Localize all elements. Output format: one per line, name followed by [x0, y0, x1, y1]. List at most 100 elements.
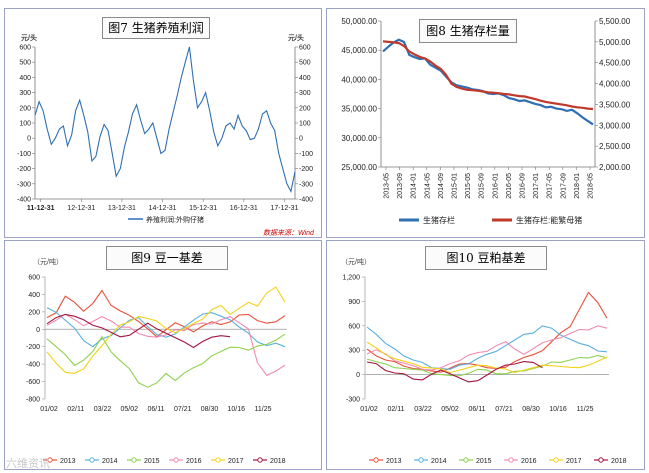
y-tick-label-right: 5,500.00	[599, 17, 631, 26]
y-tick-label-left: 25,000.00	[341, 163, 377, 172]
y-tick-label: -400	[26, 362, 40, 369]
series-line-2018	[46, 313, 231, 349]
y-tick-label: -800	[26, 397, 40, 404]
chart-pig-profit: -400 -400 -300 -300 -200 -200 -100 -100 0 0 100 100…	[17, 45, 313, 225]
legend-label: 2015	[476, 458, 492, 465]
y-tick-label: 900	[348, 299, 360, 306]
x-tick-label: 2015-09	[479, 173, 486, 199]
legend-label: 2014	[431, 458, 447, 465]
legend-label: 2017	[228, 458, 244, 465]
y-tick-label-left: 50,000.00	[341, 17, 377, 26]
x-tick-label: 2016-01	[492, 173, 499, 199]
x-tick-label: 01/02	[40, 406, 58, 413]
legend-marker	[508, 457, 514, 463]
y-tick-label-right: 0	[299, 136, 303, 143]
legend-label: 2016	[521, 458, 537, 465]
x-tick-label: 13-12-31	[108, 205, 136, 212]
y-tick-label: 1,200	[342, 275, 360, 282]
x-tick-label: 2018-05	[588, 173, 595, 199]
legend-marker	[215, 457, 221, 463]
x-tick-label: 17-12-31	[270, 205, 298, 212]
y-tick-label: -300	[346, 397, 360, 404]
y-tick-label-right: 4,500.00	[599, 59, 631, 68]
series-line-2014	[366, 325, 608, 370]
y-tick-label-right: 5,000.00	[599, 38, 631, 47]
y-tick-label-left: -300	[17, 181, 31, 188]
y-tick-label: 300	[348, 348, 360, 355]
legend-marker	[373, 457, 379, 463]
legend-marker	[131, 457, 137, 463]
x-tick-label: 2014-05	[424, 173, 431, 199]
x-tick-label: 03/22	[414, 406, 432, 413]
x-tick-label: 05/02	[441, 406, 459, 413]
x-tick-label: 12-12-31	[67, 205, 95, 212]
x-tick-label: 2017-05	[547, 173, 554, 199]
x-tick-label: 2017-01	[533, 173, 540, 199]
watermark-logo: 六维资讯	[6, 457, 50, 470]
panel-chart-soy1-basis: -800 -600 -400 -200 0 200 400 600 01/02 02/11 03/2…	[4, 240, 322, 470]
y-tick-label-right: 300	[299, 90, 311, 97]
y-tick-label: 600	[28, 275, 40, 282]
y-tick-label: 0	[356, 372, 360, 379]
legend-marker	[598, 457, 604, 463]
y-tick-label-left: 500	[19, 60, 31, 67]
panel-chart-pig-inventory: 25,000.00 30,000.00 35,000.00 40,000.00 45,0…	[326, 8, 645, 238]
y-unit: （元/吨）	[341, 259, 371, 266]
series-line-2017	[46, 286, 286, 374]
x-tick-label: 16-12-31	[230, 205, 258, 212]
y-unit: （元/吨）	[33, 259, 63, 266]
legend-marker	[89, 457, 95, 463]
legend-label: 2017	[566, 458, 582, 465]
y-tick-label-right: 4,000.00	[599, 80, 631, 89]
series-line-profit	[34, 46, 296, 194]
x-tick-label: 10/16	[227, 406, 245, 413]
x-tick-label: 06/11	[469, 406, 486, 413]
y-tick-label-right: 100	[299, 121, 311, 128]
series-line-2015	[366, 354, 608, 377]
x-tick-label: 01/02	[360, 406, 378, 413]
x-tick-label: 02/11	[67, 406, 84, 413]
y-tick-label-right: -100	[299, 151, 313, 158]
series-line-2018	[366, 361, 543, 383]
x-tick-label: 11/25	[577, 406, 594, 413]
legend-label: 生猪存栏:能繁母猪	[516, 215, 582, 225]
legend-label: 2014	[102, 458, 118, 465]
y-tick-label-right: 500	[299, 60, 311, 67]
legend-marker	[47, 457, 53, 463]
legend-marker	[173, 457, 179, 463]
legend-label: 2013	[386, 458, 402, 465]
legend-marker	[553, 457, 559, 463]
legend-marker	[463, 457, 469, 463]
x-tick-label: 11/25	[255, 406, 272, 413]
series-line-2017	[366, 341, 608, 374]
x-tick-label: 02/11	[388, 406, 405, 413]
chart-soymeal-basis: -300 0 300 600 900 1,200 01/02 02/11 03/22 05/02 0…	[342, 275, 626, 466]
x-tick-label: 14-12-31	[149, 205, 177, 212]
y-tick-label-left: 35,000.00	[341, 105, 377, 114]
legend-marker	[257, 457, 263, 463]
y-tick-label-left: -400	[17, 197, 31, 204]
y-tick-label: 0	[36, 327, 40, 334]
x-tick-label: 07/21	[174, 406, 192, 413]
x-tick-label: 10/16	[549, 406, 567, 413]
legend-label: 养殖利润:外购仔猪	[146, 215, 204, 224]
chart-title-soymeal-basis: 图10 豆粕基差	[425, 246, 547, 270]
y-tick-label: 400	[28, 292, 40, 299]
chart-soy1-basis: -800 -600 -400 -200 0 200 400 600 01/02 02/11 03/2…	[26, 275, 287, 465]
x-tick-label: 2017-09	[560, 173, 567, 199]
series-line-hogs	[382, 38, 594, 126]
y-tick-label-left: 400	[19, 75, 31, 82]
y-tick-label-left: 200	[19, 105, 31, 112]
y-tick-label-right: 400	[299, 75, 311, 82]
y-tick-label: -200	[26, 344, 40, 351]
x-tick-label: 15-12-31	[189, 205, 217, 212]
y-tick-label-right: -400	[299, 197, 313, 204]
y-tick-label-right: 2,500.00	[599, 142, 631, 151]
x-tick-label: 08/30	[201, 406, 219, 413]
x-tick-label: 2013-09	[397, 173, 404, 199]
y-tick-label-left: -200	[17, 166, 31, 173]
x-tick-label: 2016-05	[506, 173, 513, 199]
y-tick-label-left: 600	[19, 45, 31, 52]
legend-label: 2018	[270, 458, 286, 465]
x-tick-label: 03/22	[94, 406, 112, 413]
